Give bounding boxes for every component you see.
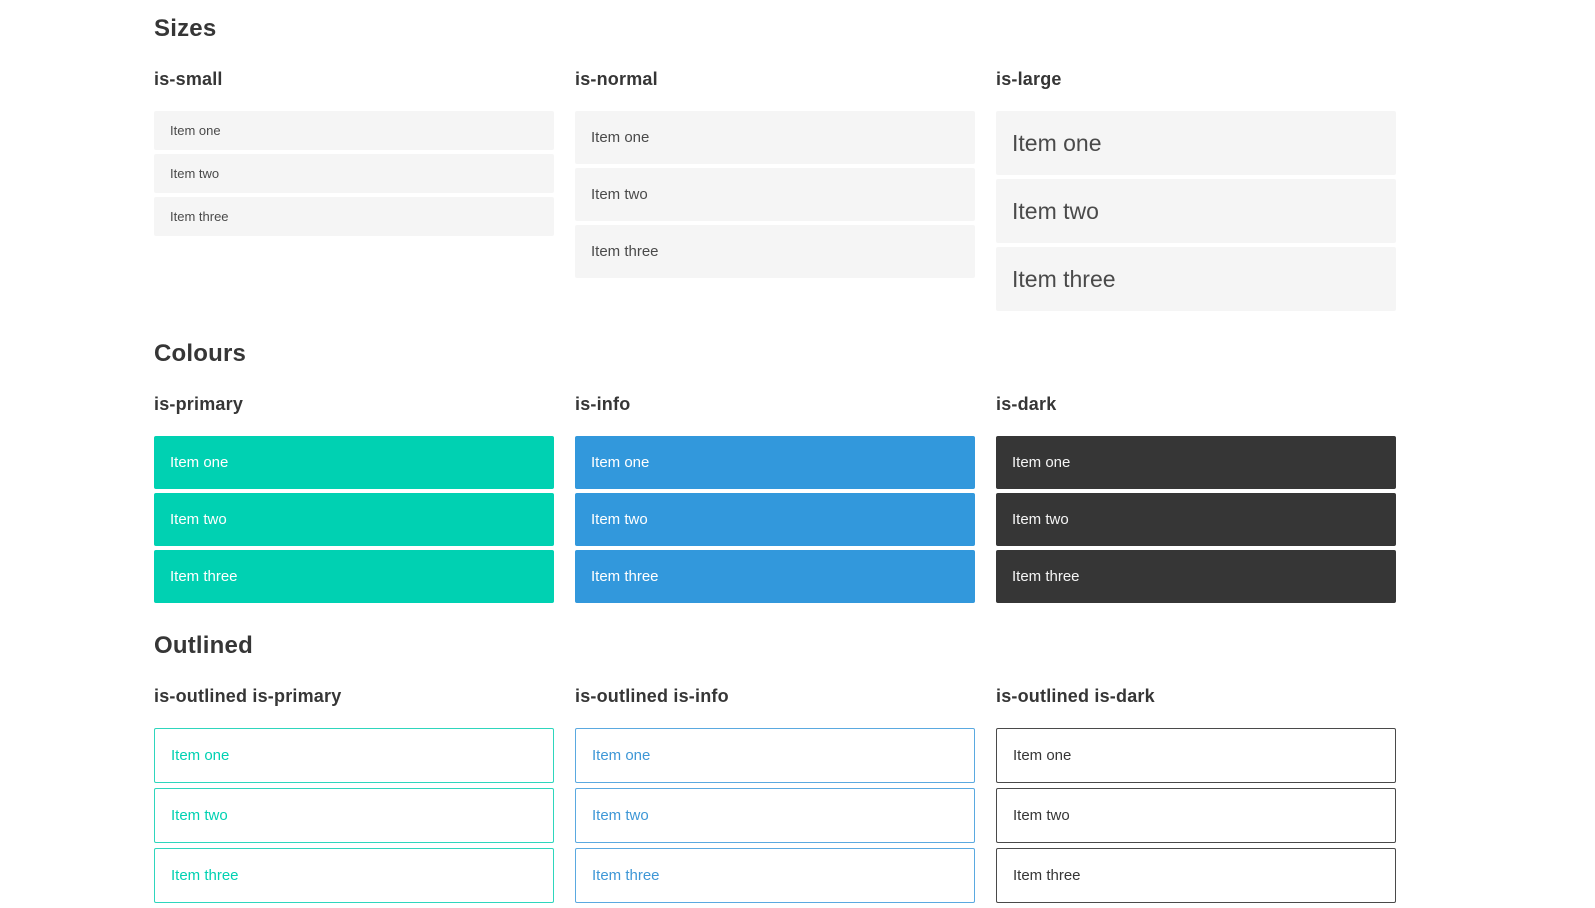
list-item[interactable]: Item two <box>996 179 1396 243</box>
list-item[interactable]: Item one <box>996 436 1396 489</box>
list-item[interactable]: Item three <box>575 848 975 903</box>
list-item[interactable]: Item three <box>154 550 554 603</box>
group-is-outlined-is-primary: is-outlined is-primary Item one Item two… <box>154 679 554 908</box>
group-is-dark: is-dark Item one Item two Item three <box>996 387 1396 607</box>
list-item[interactable]: Item three <box>996 848 1396 903</box>
list-item[interactable]: Item two <box>996 493 1396 546</box>
group-label-is-outlined-is-dark: is-outlined is-dark <box>996 686 1155 706</box>
list-item[interactable]: Item two <box>575 493 975 546</box>
list-is-dark: Item one Item two Item three <box>996 436 1396 603</box>
section-colours: Colours is-primary Item one Item two Ite… <box>154 339 1420 607</box>
section-sizes: Sizes is-small Item one Item two Item th… <box>154 14 1420 315</box>
list-item[interactable]: Item one <box>996 728 1396 783</box>
list-item[interactable]: Item one <box>154 111 554 150</box>
list-is-large: Item one Item two Item three <box>996 111 1396 311</box>
group-is-info: is-info Item one Item two Item three <box>575 387 975 607</box>
group-is-normal: is-normal Item one Item two Item three <box>575 62 975 282</box>
group-label-is-large: is-large <box>996 69 1062 89</box>
list-is-outlined-is-primary: Item one Item two Item three <box>154 728 554 903</box>
list-item[interactable]: Item two <box>154 788 554 843</box>
section-outlined: Outlined is-outlined is-primary Item one… <box>154 631 1420 908</box>
list-item[interactable]: Item one <box>575 436 975 489</box>
section-title-sizes: Sizes <box>154 15 217 42</box>
group-is-small: is-small Item one Item two Item three <box>154 62 554 240</box>
group-label-is-small: is-small <box>154 69 223 89</box>
group-label-is-primary: is-primary <box>154 394 244 414</box>
list-item[interactable]: Item two <box>575 168 975 221</box>
list-is-outlined-is-info: Item one Item two Item three <box>575 728 975 903</box>
outlined-columns: is-outlined is-primary Item one Item two… <box>154 679 1420 908</box>
list-item[interactable]: Item three <box>996 247 1396 311</box>
list-item[interactable]: Item one <box>575 111 975 164</box>
sizes-columns: is-small Item one Item two Item three is… <box>154 62 1420 315</box>
list-item[interactable]: Item two <box>575 788 975 843</box>
section-title-outlined: Outlined <box>154 632 253 659</box>
group-is-outlined-is-dark: is-outlined is-dark Item one Item two It… <box>996 679 1396 908</box>
group-label-is-normal: is-normal <box>575 69 658 89</box>
list-item[interactable]: Item two <box>154 493 554 546</box>
list-item[interactable]: Item two <box>154 154 554 193</box>
section-title-colours: Colours <box>154 340 247 367</box>
list-item[interactable]: Item three <box>996 550 1396 603</box>
group-label-is-info: is-info <box>575 394 631 414</box>
list-item[interactable]: Item three <box>154 197 554 236</box>
group-label-is-outlined-is-info: is-outlined is-info <box>575 686 729 706</box>
list-item[interactable]: Item one <box>154 728 554 783</box>
group-label-is-outlined-is-primary: is-outlined is-primary <box>154 686 342 706</box>
list-is-primary: Item one Item two Item three <box>154 436 554 603</box>
list-is-info: Item one Item two Item three <box>575 436 975 603</box>
list-item[interactable]: Item one <box>996 111 1396 175</box>
group-is-outlined-is-info: is-outlined is-info Item one Item two It… <box>575 679 975 908</box>
list-is-normal: Item one Item two Item three <box>575 111 975 278</box>
colours-columns: is-primary Item one Item two Item three … <box>154 387 1420 607</box>
group-label-is-dark: is-dark <box>996 394 1057 414</box>
list-item[interactable]: Item three <box>575 550 975 603</box>
list-is-outlined-is-dark: Item one Item two Item three <box>996 728 1396 903</box>
list-item[interactable]: Item one <box>575 728 975 783</box>
list-is-small: Item one Item two Item three <box>154 111 554 236</box>
page-content: Sizes is-small Item one Item two Item th… <box>154 14 1420 908</box>
list-item[interactable]: Item one <box>154 436 554 489</box>
list-item[interactable]: Item three <box>575 225 975 278</box>
list-item[interactable]: Item two <box>996 788 1396 843</box>
group-is-primary: is-primary Item one Item two Item three <box>154 387 554 607</box>
group-is-large: is-large Item one Item two Item three <box>996 62 1396 315</box>
list-item[interactable]: Item three <box>154 848 554 903</box>
